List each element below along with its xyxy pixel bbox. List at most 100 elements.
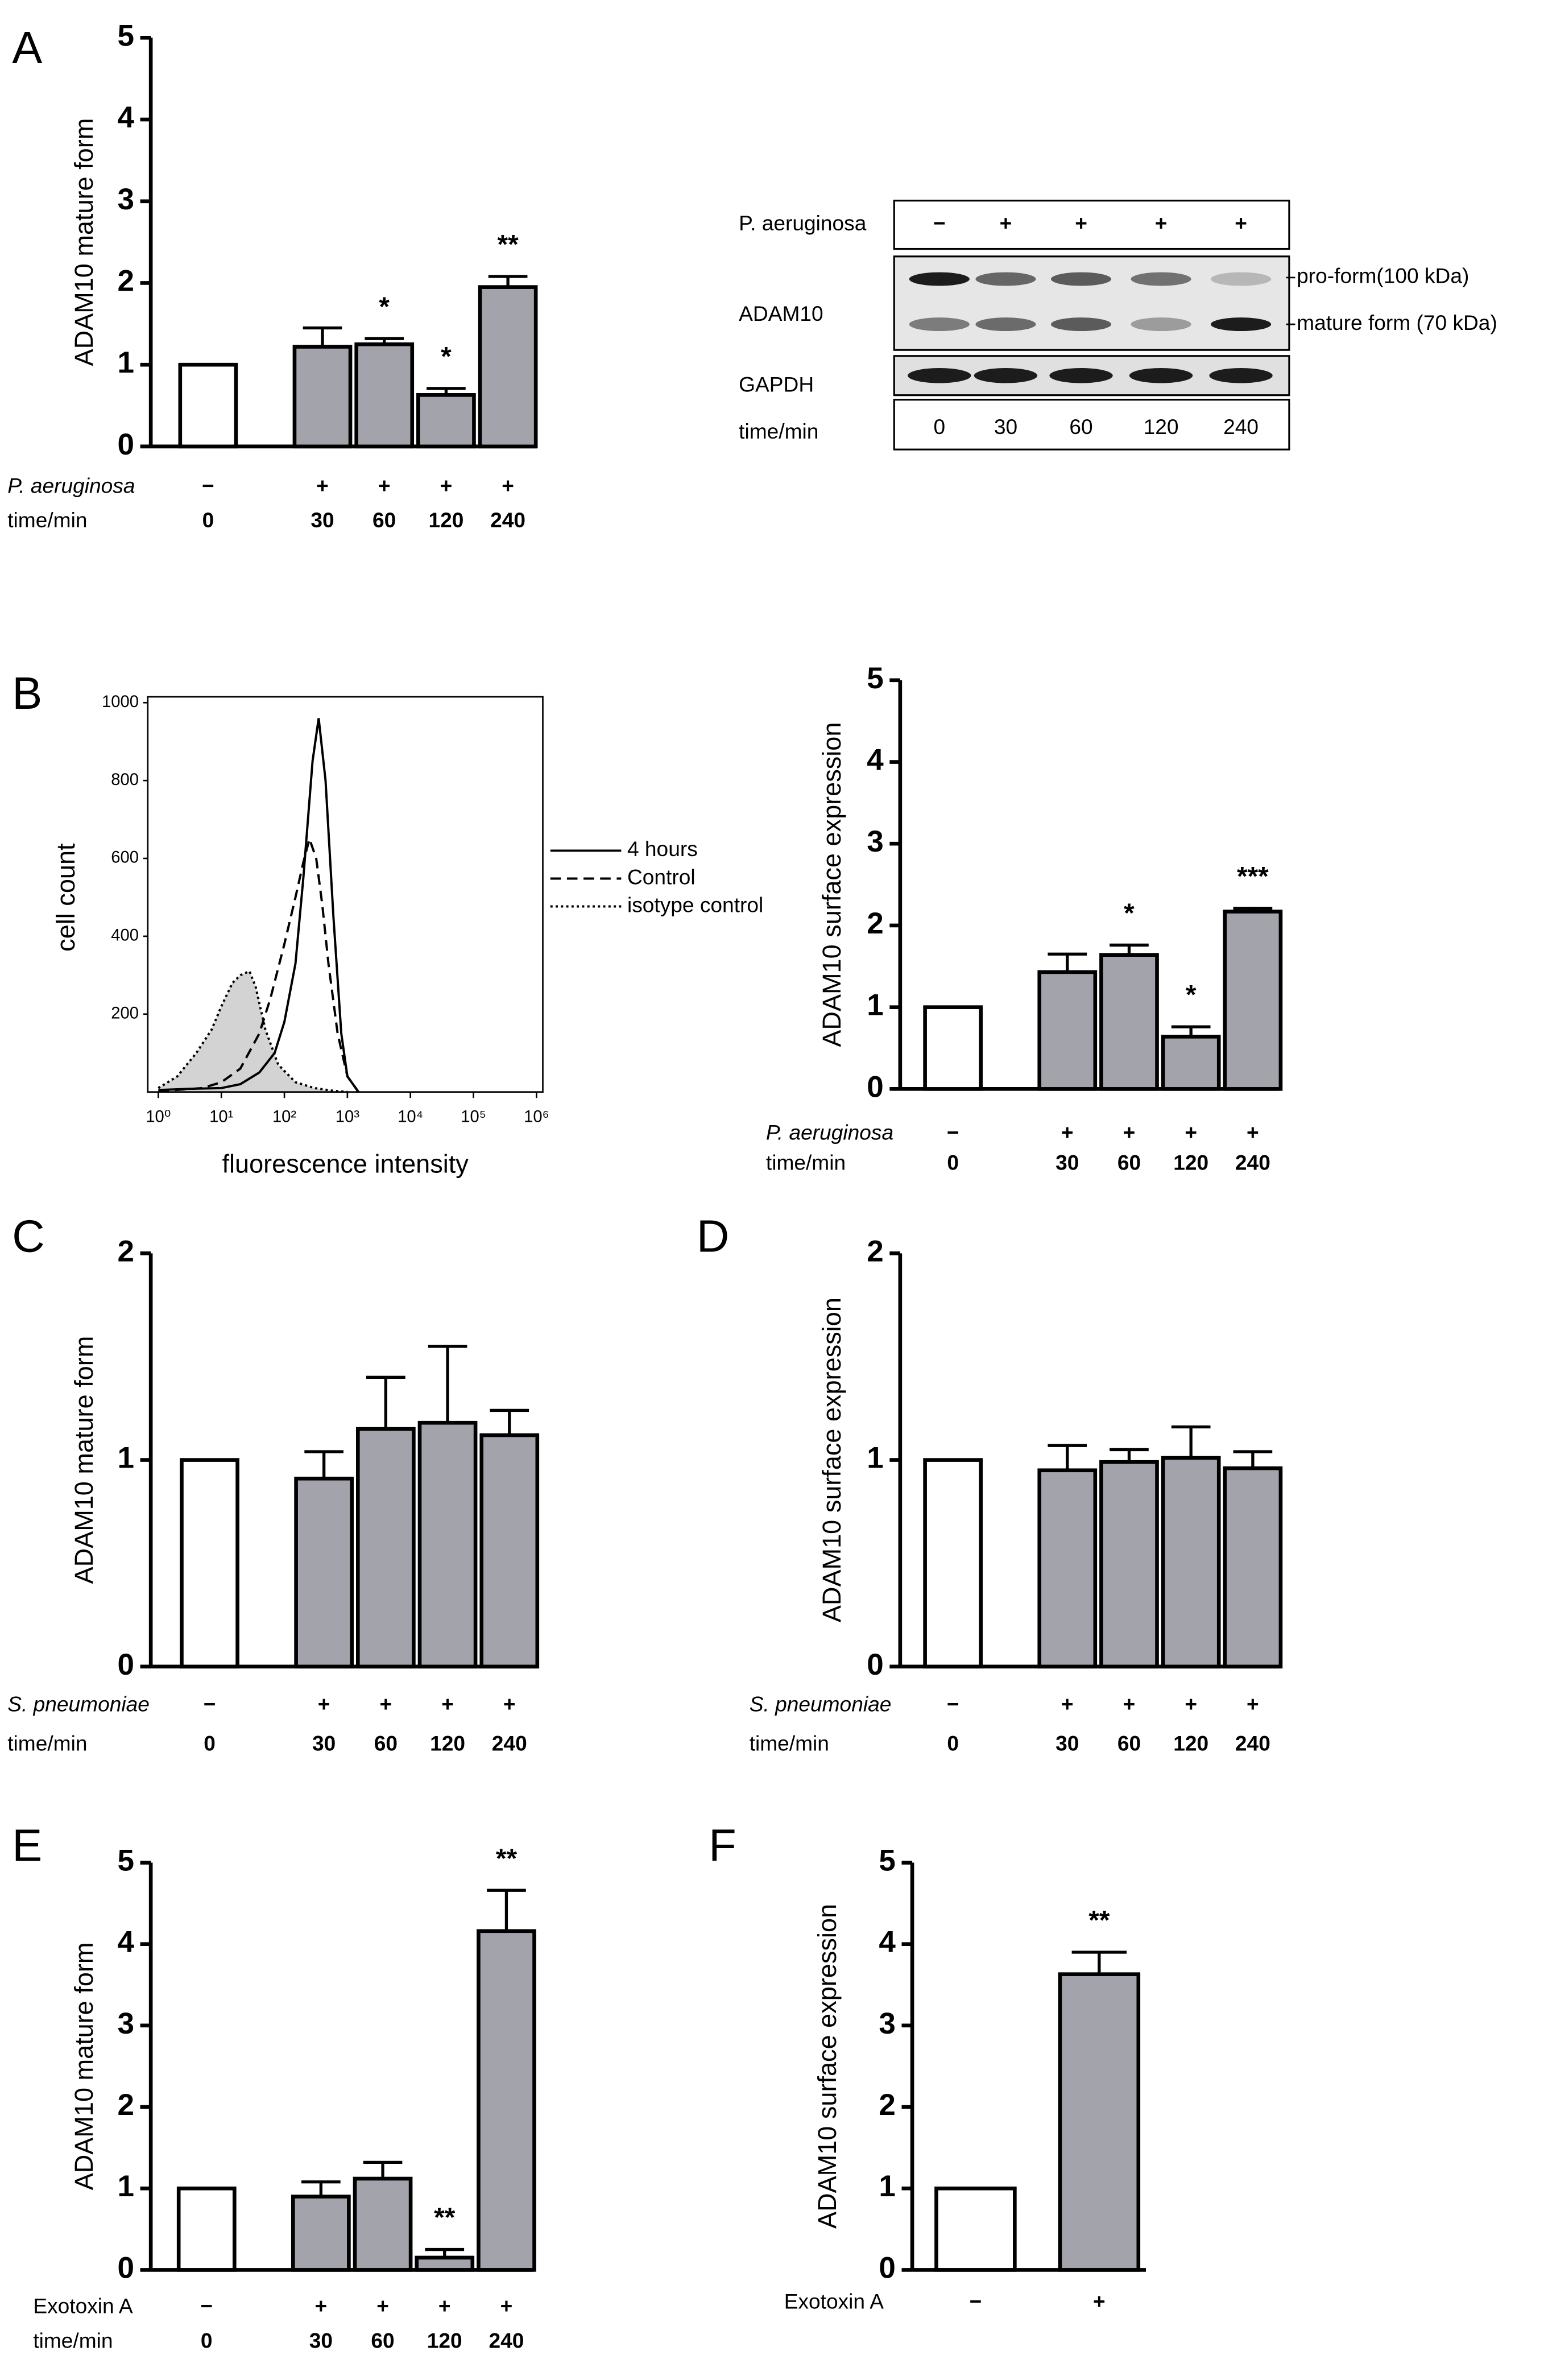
panel-letter: D bbox=[697, 1211, 729, 1262]
row-label: time/min bbox=[33, 2328, 113, 2352]
y-tick-label: 4 bbox=[117, 101, 134, 134]
bar bbox=[1099, 1460, 1159, 1669]
x-axis-label: fluorescence intensity bbox=[222, 1149, 469, 1178]
row-value: + bbox=[1185, 1121, 1197, 1144]
row-value: − bbox=[202, 473, 214, 497]
row-value: 60 bbox=[374, 1732, 398, 1755]
row-value: + bbox=[1247, 1121, 1259, 1144]
row-value: 60 bbox=[1117, 1732, 1141, 1755]
row-value: − bbox=[200, 2294, 213, 2317]
row-label: time/min bbox=[7, 1732, 87, 1755]
significance: * bbox=[379, 292, 390, 322]
row-value: − bbox=[204, 1692, 216, 1716]
y-tick-label: 3 bbox=[879, 2007, 896, 2040]
y-tick-label: 4 bbox=[867, 743, 884, 777]
row-label: time/min bbox=[766, 1151, 846, 1175]
row-label: Exotoxin A bbox=[784, 2290, 884, 2313]
row-value: 30 bbox=[309, 2328, 333, 2352]
band bbox=[909, 272, 970, 286]
y-tick-label: 2 bbox=[879, 2088, 896, 2122]
y-tick-label: 4 bbox=[117, 1926, 134, 1959]
blot-box bbox=[893, 399, 1290, 451]
bar bbox=[479, 1433, 540, 1669]
y-tick-label: 5 bbox=[117, 19, 134, 52]
bar bbox=[416, 393, 476, 449]
y-tick-label: 1 bbox=[867, 1441, 884, 1475]
x-tick-label: 10⁴ bbox=[398, 1108, 423, 1126]
y-tick-label: 0 bbox=[879, 2251, 896, 2284]
y-tick-label: 200 bbox=[111, 1004, 139, 1022]
x-tick-label: 10⁵ bbox=[461, 1108, 486, 1126]
y-tick-label: 5 bbox=[117, 1844, 134, 1878]
y-axis-label: ADAM10 mature form bbox=[69, 118, 98, 366]
row-value: + bbox=[441, 1692, 454, 1716]
row-value: 120 bbox=[427, 2328, 462, 2352]
blot-row-label: ADAM10 bbox=[739, 301, 823, 325]
significance: * bbox=[1186, 980, 1197, 1010]
significance: * bbox=[441, 341, 452, 371]
significance: * bbox=[1124, 898, 1135, 928]
y-tick-label: 4 bbox=[879, 1926, 896, 1959]
significance: ** bbox=[496, 1844, 518, 1874]
blot-treatment: + bbox=[1155, 211, 1168, 235]
y-tick-label: 800 bbox=[111, 771, 139, 789]
y-axis-label: ADAM10 mature form bbox=[69, 1336, 98, 1584]
row-value: + bbox=[316, 473, 329, 497]
row-label: S. pneumoniae bbox=[7, 1692, 150, 1716]
bar bbox=[1037, 970, 1098, 1091]
y-axis-label: ADAM10 surface expression bbox=[813, 1904, 842, 2229]
bar bbox=[353, 2176, 413, 2272]
panel-letter: B bbox=[12, 668, 42, 718]
bar bbox=[178, 362, 238, 449]
y-tick-label: 400 bbox=[111, 927, 139, 945]
blot-time: 60 bbox=[1069, 415, 1092, 439]
y-tick-label: 0 bbox=[117, 2251, 134, 2284]
y-axis-label: ADAM10 surface expression bbox=[817, 722, 846, 1047]
bar bbox=[923, 1458, 983, 1669]
row-value: 60 bbox=[371, 2328, 394, 2352]
row-value: 240 bbox=[490, 508, 525, 532]
row-value: 0 bbox=[202, 508, 214, 532]
bar bbox=[291, 2195, 351, 2272]
y-tick-label: 1 bbox=[117, 1441, 134, 1475]
y-tick-label: 5 bbox=[879, 1844, 896, 1878]
bar bbox=[176, 2186, 237, 2272]
curve bbox=[158, 834, 360, 1093]
curve bbox=[158, 718, 360, 1093]
bar bbox=[923, 1005, 983, 1091]
row-value: − bbox=[947, 1121, 959, 1144]
band bbox=[1051, 317, 1112, 332]
y-tick-label: 0 bbox=[867, 1070, 884, 1104]
row-value: + bbox=[1185, 1692, 1197, 1716]
row-value: 120 bbox=[1173, 1151, 1208, 1175]
y-tick-label: 600 bbox=[111, 849, 139, 867]
band bbox=[1211, 272, 1272, 286]
blot-row-label: GAPDH bbox=[739, 373, 814, 396]
bar bbox=[1099, 953, 1159, 1091]
row-value: + bbox=[376, 2294, 389, 2317]
bar bbox=[292, 345, 353, 449]
row-value: 0 bbox=[201, 2328, 213, 2352]
y-tick-label: 1 bbox=[879, 2170, 896, 2203]
y-tick-label: 2 bbox=[867, 1234, 884, 1268]
row-value: 120 bbox=[428, 508, 463, 532]
band bbox=[1209, 368, 1273, 383]
y-tick-label: 0 bbox=[117, 428, 134, 461]
legend-label: Control bbox=[627, 865, 696, 889]
plot-frame bbox=[147, 696, 544, 1093]
y-tick-label: 2 bbox=[867, 907, 884, 940]
row-value: + bbox=[1123, 1121, 1136, 1144]
band bbox=[974, 368, 1038, 383]
row-value: 30 bbox=[311, 508, 334, 532]
y-tick-label: 3 bbox=[117, 183, 134, 216]
y-axis-label: ADAM10 surface expression bbox=[817, 1298, 846, 1622]
significance: ** bbox=[498, 230, 519, 260]
row-value: 240 bbox=[1235, 1732, 1270, 1755]
row-value: 120 bbox=[430, 1732, 465, 1755]
y-tick-label: 2 bbox=[117, 264, 134, 298]
blot-row-label: time/min bbox=[739, 419, 818, 443]
bar bbox=[354, 342, 415, 449]
row-value: + bbox=[378, 473, 391, 497]
bar bbox=[1161, 1456, 1221, 1669]
blot-time: 30 bbox=[994, 415, 1017, 439]
